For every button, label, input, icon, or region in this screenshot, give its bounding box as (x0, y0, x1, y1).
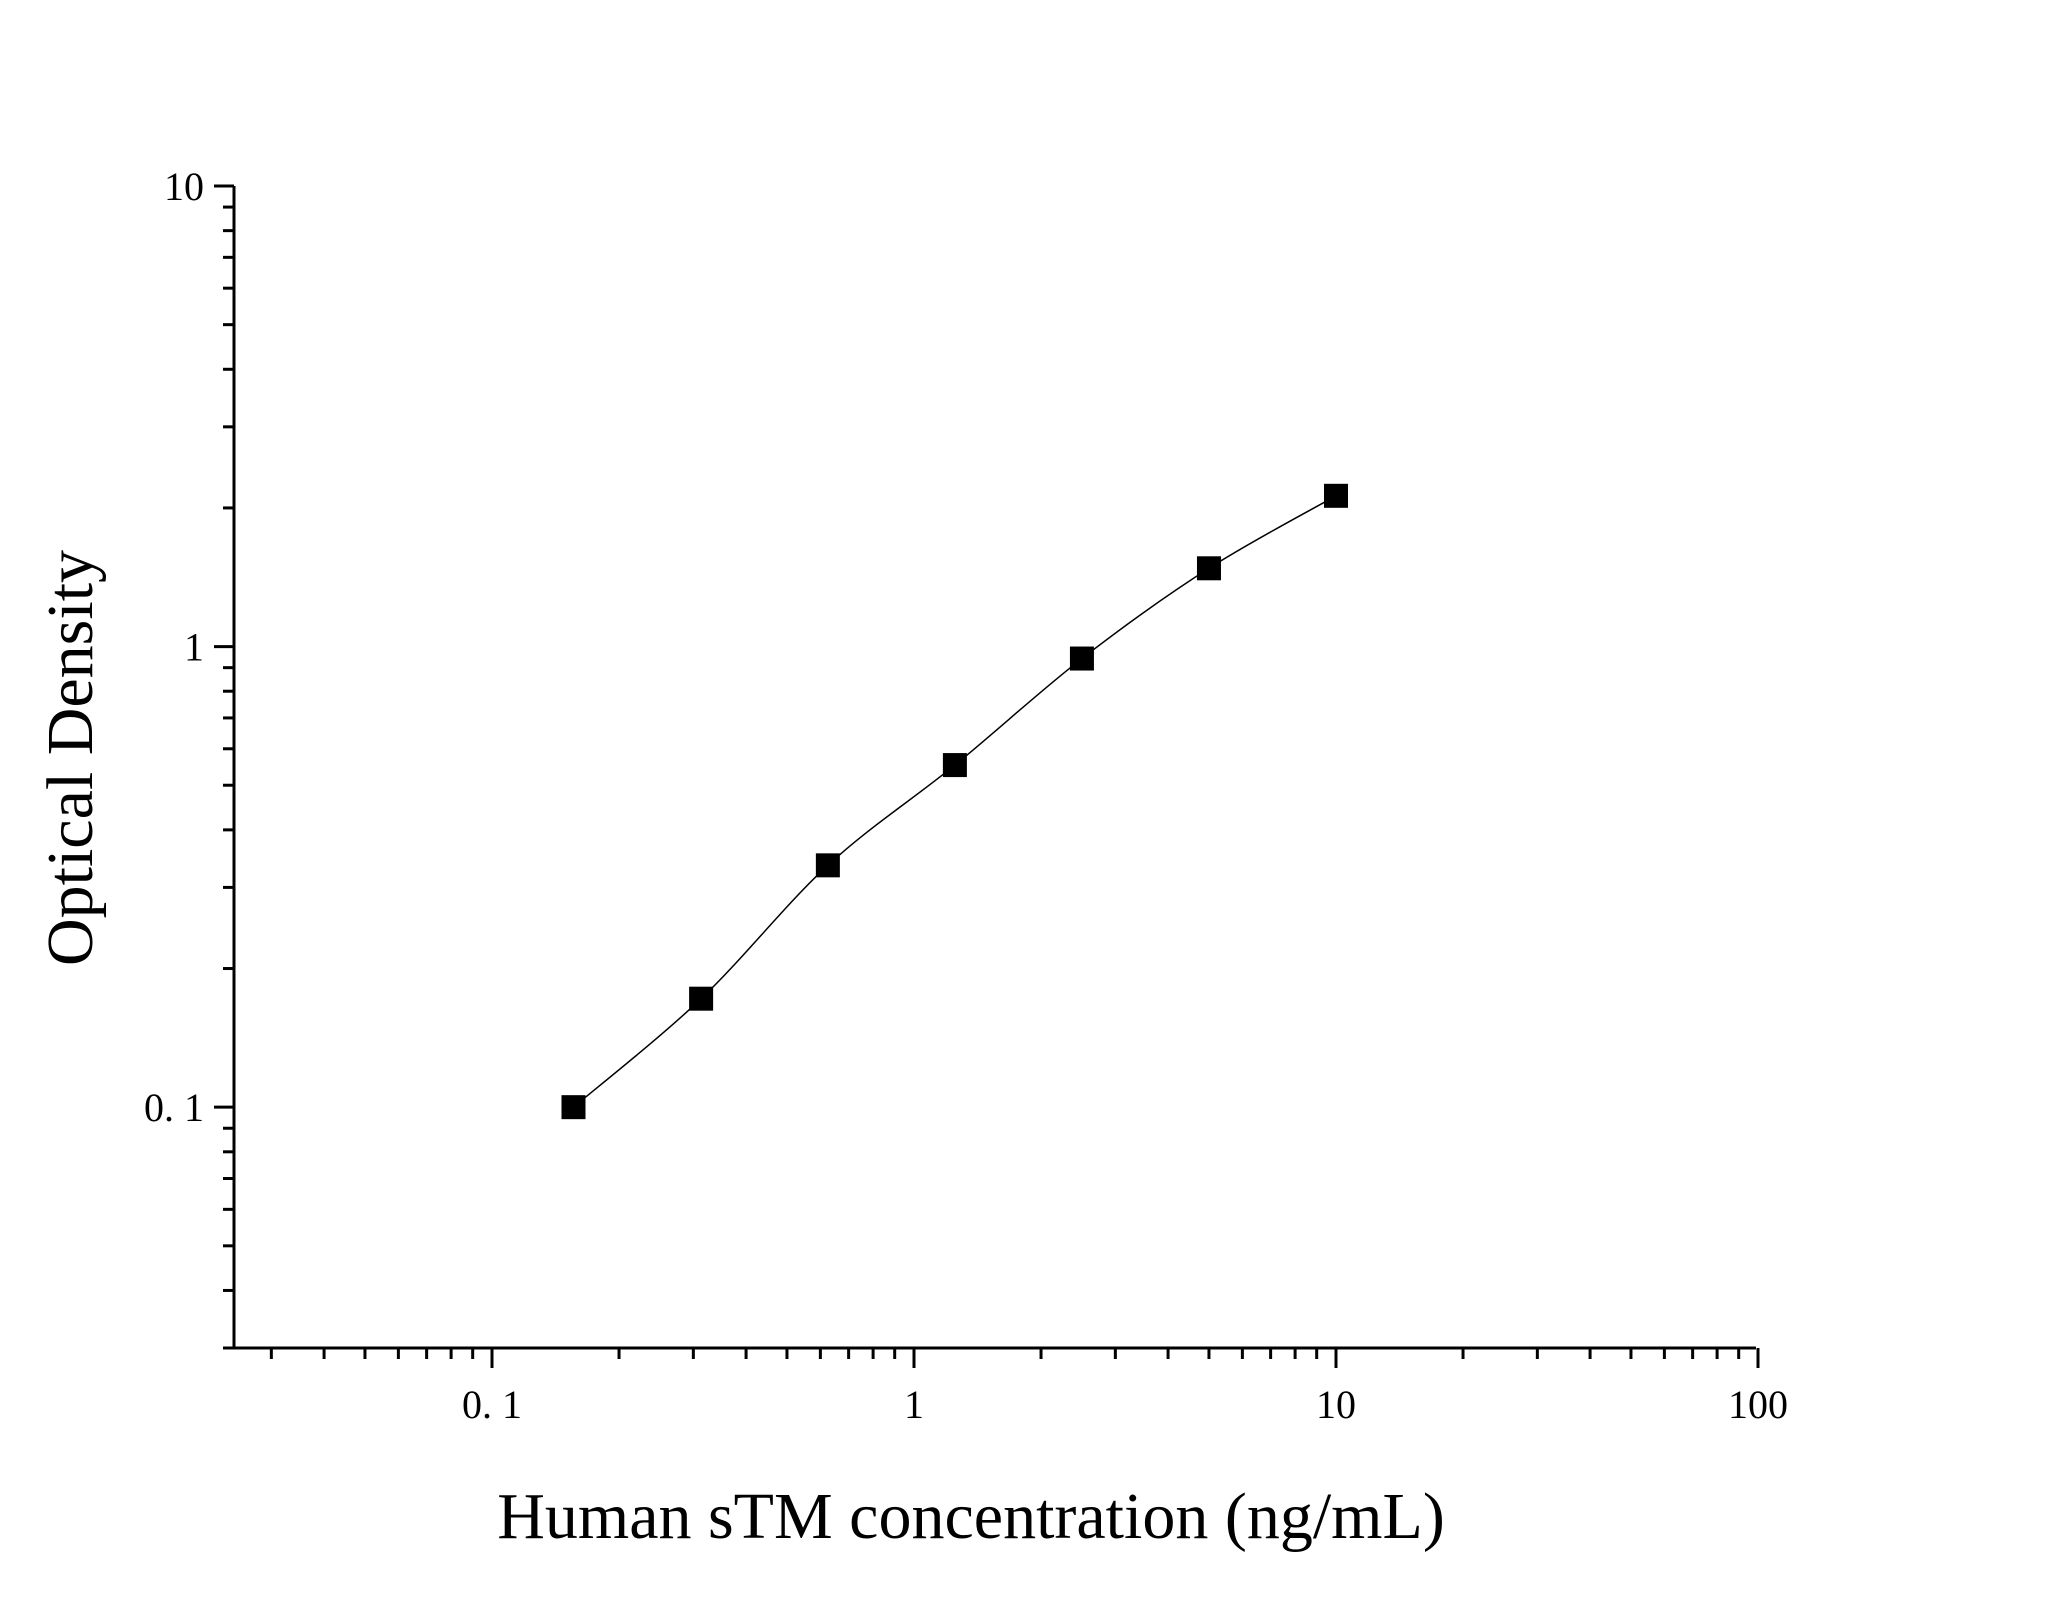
y-tick-label: 10 (164, 164, 204, 209)
y-tick-label: 0. 1 (144, 1085, 204, 1130)
x-axis-title: Human sTM concentration (ng/mL) (497, 1480, 1445, 1553)
axes (232, 186, 1756, 1350)
x-ticks (269, 1348, 1760, 1368)
x-tick-label: 0. 1 (462, 1382, 522, 1427)
data-point-3 (815, 853, 840, 878)
data-point-4 (942, 753, 967, 778)
y-axis-title: Optical Density (34, 550, 107, 966)
data-point-7 (1324, 483, 1348, 508)
data-point-6 (1196, 556, 1221, 581)
y-tick-labels: 0. 1 1 10 (144, 164, 204, 1130)
y-ticks (214, 184, 234, 1350)
data-point-5 (1069, 646, 1094, 671)
data-point-1 (561, 1095, 586, 1120)
y-tick-label: 1 (184, 625, 204, 670)
x-tick-label: 1 (904, 1382, 924, 1427)
x-tick-label: 10 (1316, 1382, 1356, 1427)
fit-curve (573, 495, 1337, 1108)
x-tick-labels: 0. 1 1 10 100 (462, 1382, 1788, 1427)
data-point-2 (689, 986, 714, 1011)
data-points (561, 483, 1348, 1120)
x-tick-label: 100 (1728, 1382, 1788, 1427)
